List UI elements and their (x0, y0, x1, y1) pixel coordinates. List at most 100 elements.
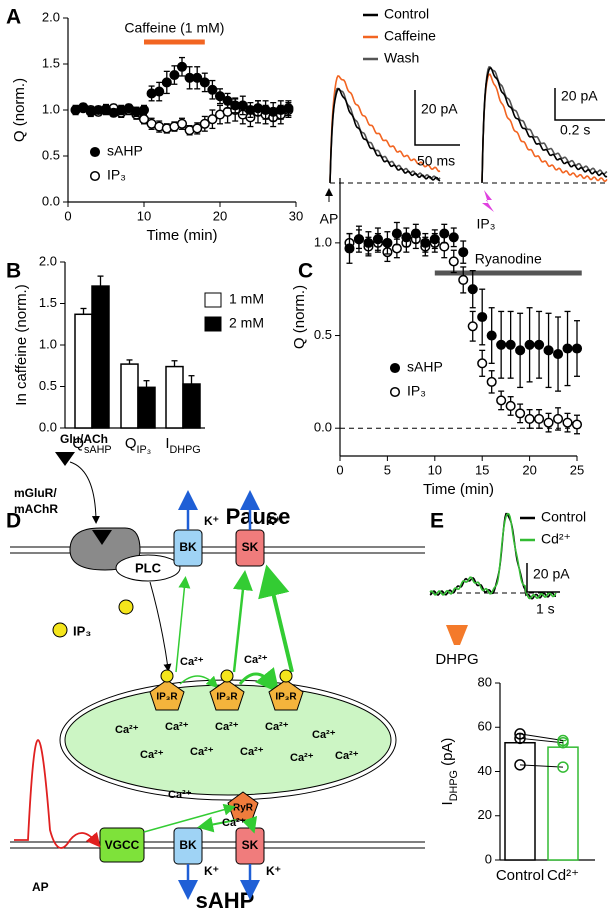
ca-arrow (179, 675, 219, 689)
x-tick-label: 25 (570, 462, 584, 477)
ca-arrow (258, 564, 294, 673)
x-tick-label: 20 (213, 208, 227, 223)
ca-label: Ca²⁺ (244, 654, 268, 666)
data-point (199, 77, 210, 88)
sk-label: SK (242, 540, 259, 554)
agonist: Glu/ACh (60, 432, 108, 446)
receptor-site (92, 530, 112, 545)
ca-label: Ca²⁺ (312, 729, 336, 741)
y-tick-label: 40 (478, 763, 492, 778)
legend-marker (89, 146, 101, 158)
cell-point (557, 736, 569, 749)
bar (74, 313, 93, 429)
x-tick-label: QIP₃ (125, 435, 151, 456)
scale-label: 20 pA (533, 566, 570, 582)
y-tick-label: 2.0 (39, 253, 57, 268)
ca-label: Ca²⁺ (165, 721, 189, 733)
bar (547, 746, 579, 861)
data-point (176, 118, 188, 129)
ip3-bound (279, 669, 293, 683)
scale-label: 20 pA (561, 88, 598, 104)
ca-label: Ca²⁺ (190, 746, 214, 758)
data-point (467, 321, 478, 332)
data-point (192, 123, 203, 134)
pair-line (519, 764, 564, 768)
x-tick-label: 5 (384, 462, 391, 477)
arrow (69, 461, 100, 524)
data-point (477, 311, 488, 323)
ip3-legend: IP₃ (73, 623, 91, 638)
data-point (382, 237, 393, 248)
data-point (429, 234, 440, 245)
legend-label: IP₃ (107, 167, 126, 183)
data-point (458, 274, 469, 285)
stim-label: DHPG (435, 651, 478, 668)
ip3-bound (220, 669, 234, 683)
plc-label: PLC (135, 560, 162, 575)
y-tick-label: 0.0 (42, 193, 60, 208)
data-point (458, 247, 469, 258)
x-tick-label: 20 (522, 462, 536, 477)
ip3r (209, 679, 245, 711)
data-point (391, 243, 402, 254)
arrow (149, 581, 172, 672)
data-point (505, 339, 516, 350)
cell-point (514, 728, 526, 740)
ca-labels: Ca²⁺ Ca²⁺ Ca²⁺ Ca²⁺ Ca²⁺ Ca²⁺ Ca²⁺ Ca²⁺ Ca²⁺ Ca²⁺… (115, 654, 359, 829)
ca-label: Ca²⁺ (140, 749, 164, 761)
scale-bar (414, 90, 460, 146)
x-tick-label-part: Q (72, 435, 84, 452)
data-point (543, 417, 554, 428)
k-label: K⁺ (204, 514, 219, 528)
y-tick-label: 1.5 (42, 55, 60, 70)
y-tick-label: 80 (478, 674, 492, 689)
data-point (552, 349, 564, 360)
cell-point (514, 759, 526, 771)
pair-line (519, 737, 564, 744)
x-tick-label-part: I (165, 435, 169, 452)
data-point (486, 376, 497, 387)
legend-label: Wash (384, 50, 419, 66)
y-axis-label: Q (norm.) (291, 285, 308, 349)
y-axis-label: In caffeine (norm.) (13, 284, 30, 405)
legend-swatch (204, 292, 222, 308)
x-tick-label: IDHPG (165, 435, 200, 456)
vgcc-label: VGCC (105, 838, 140, 852)
data-point (410, 228, 421, 239)
ca-label: Ca²⁺ (180, 656, 204, 668)
data-point (448, 256, 459, 267)
agonist-icon (55, 452, 75, 466)
ap-trace (14, 739, 101, 849)
ip3r-label: IP₃R (275, 692, 297, 703)
sahp-label: sAHP (196, 888, 255, 913)
receptor-label: mAChR (14, 502, 58, 516)
y-tick-label: 60 (478, 719, 492, 734)
data-point (237, 100, 248, 111)
legend-label: 2 mM (229, 315, 264, 331)
data-point (534, 339, 545, 350)
data-point (524, 339, 535, 350)
data-point (439, 228, 450, 239)
data-point (138, 104, 150, 116)
bk-label: BK (179, 540, 197, 554)
cell-point (557, 761, 569, 773)
ca-arrow (232, 570, 253, 673)
bar (165, 365, 184, 429)
bk-label: BK (179, 838, 197, 852)
data-point (439, 241, 450, 252)
bar (182, 383, 201, 429)
ryr-label: RyR (233, 803, 254, 814)
panel-letter: C (298, 260, 313, 283)
ip3r-label: IP₃R (156, 692, 178, 703)
x-tick-label: 10 (428, 462, 442, 477)
data-point (344, 243, 355, 254)
x-tick-label: 30 (289, 208, 303, 223)
ca-arrow (241, 815, 258, 834)
panel-letter: B (6, 260, 21, 283)
y-tick-label: 20 (478, 807, 492, 822)
k-label: K⁺ (204, 864, 219, 878)
y-axis-label-part: (pA) (439, 738, 456, 771)
ip3r (268, 679, 304, 711)
legend-label: sAHP (107, 143, 143, 159)
scale-label: 20 pA (421, 101, 458, 117)
